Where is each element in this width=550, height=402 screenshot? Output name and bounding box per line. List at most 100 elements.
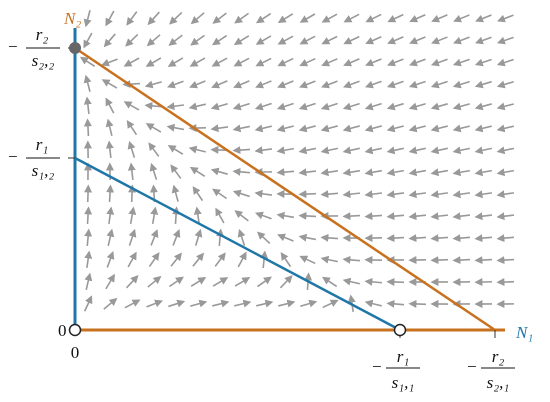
field-arrow <box>386 102 404 111</box>
field-arrow <box>342 80 360 89</box>
field-arrow <box>260 250 269 269</box>
field-arrow <box>474 212 493 221</box>
field-arrow <box>79 56 96 68</box>
field-arrow <box>146 299 163 308</box>
field-arrow <box>84 272 93 290</box>
field-arrow <box>234 210 249 222</box>
field-arrow <box>125 33 139 47</box>
field-arrow <box>83 74 92 92</box>
n1-nullcline <box>74 156 401 332</box>
field-arrow <box>496 190 515 199</box>
field-arrow <box>320 233 339 242</box>
field-arrow <box>342 212 361 221</box>
field-arrow <box>343 13 360 23</box>
field-arrow <box>496 146 514 155</box>
field-arrow <box>190 276 207 287</box>
field-arrow <box>298 211 317 220</box>
field-arrow <box>497 14 514 23</box>
field-arrow <box>128 206 137 225</box>
field-arrow <box>452 102 470 111</box>
field-arrow <box>145 123 162 133</box>
field-arrow <box>277 80 294 89</box>
field-arrow <box>408 124 426 133</box>
field-arrow <box>234 277 251 287</box>
field-arrow <box>277 233 294 242</box>
field-arrow <box>386 168 405 177</box>
field-arrow <box>105 97 115 114</box>
field-arrow <box>190 299 208 308</box>
field-arrow <box>106 250 115 268</box>
field-arrow <box>232 124 251 133</box>
field-arrow <box>386 190 405 199</box>
field-arrow <box>237 228 246 246</box>
field-arrow <box>496 58 514 67</box>
field-arrow <box>321 276 338 288</box>
field-arrow <box>255 35 272 45</box>
field-arrow <box>408 102 426 111</box>
field-arrow <box>189 57 206 67</box>
field-arrow <box>190 34 205 46</box>
field-arrow <box>496 102 514 111</box>
field-arrow <box>496 212 515 221</box>
field-arrow <box>190 12 205 25</box>
field-arrow <box>105 273 115 290</box>
field-arrow <box>387 13 404 23</box>
field-arrow <box>276 124 294 133</box>
field-arrow <box>168 34 183 46</box>
field-arrow <box>167 57 184 67</box>
field-arrow <box>170 164 182 179</box>
tick-denominator: s₁,₁ <box>392 373 415 392</box>
field-arrow <box>123 57 140 67</box>
field-arrow <box>84 184 93 203</box>
field-arrow <box>278 299 296 308</box>
field-arrow <box>84 228 93 247</box>
tick-label: 0 <box>71 343 80 362</box>
field-arrow <box>83 96 92 115</box>
field-arrow <box>106 228 115 246</box>
field-arrow <box>321 35 338 45</box>
field-arrow <box>83 118 92 137</box>
field-arrow <box>101 58 118 67</box>
field-arrow <box>452 80 470 89</box>
field-arrow <box>105 118 114 136</box>
tick-numerator: r₂ <box>36 25 49 44</box>
field-arrow <box>408 80 426 89</box>
field-arrow <box>386 234 405 243</box>
field-arrow <box>83 295 93 312</box>
field-arrow <box>106 206 115 225</box>
field-arrow <box>216 228 225 247</box>
field-arrow <box>474 58 492 67</box>
field-arrow <box>193 206 202 225</box>
field-arrow <box>146 34 161 47</box>
field-arrow <box>101 79 118 89</box>
field-arrow <box>254 124 272 133</box>
field-arrow <box>166 102 185 111</box>
field-arrow <box>430 168 449 177</box>
field-arrow <box>144 101 163 110</box>
field-arrow <box>364 146 382 155</box>
field-arrow <box>210 167 228 176</box>
field-arrow <box>386 146 404 155</box>
field-arrow <box>277 57 294 67</box>
field-arrow <box>299 80 316 89</box>
tick-sign: − <box>372 357 382 376</box>
field-arrow <box>276 102 294 111</box>
field-arrow <box>386 299 405 308</box>
field-arrow <box>342 146 360 155</box>
x-axis-label: N₁ <box>515 323 533 342</box>
field-arrow <box>408 299 427 308</box>
field-arrow <box>452 212 471 221</box>
field-arrow <box>256 276 272 288</box>
field-arrow <box>320 124 338 133</box>
field-arrow <box>474 146 492 155</box>
field-arrow <box>408 234 427 243</box>
field-arrow <box>452 58 470 67</box>
field-arrow <box>364 190 383 199</box>
field-arrow <box>431 14 448 23</box>
field-arrow <box>276 168 295 177</box>
field-arrow <box>387 58 404 67</box>
field-arrow <box>276 146 295 155</box>
field-arrow <box>254 211 272 220</box>
field-arrow <box>212 277 229 287</box>
